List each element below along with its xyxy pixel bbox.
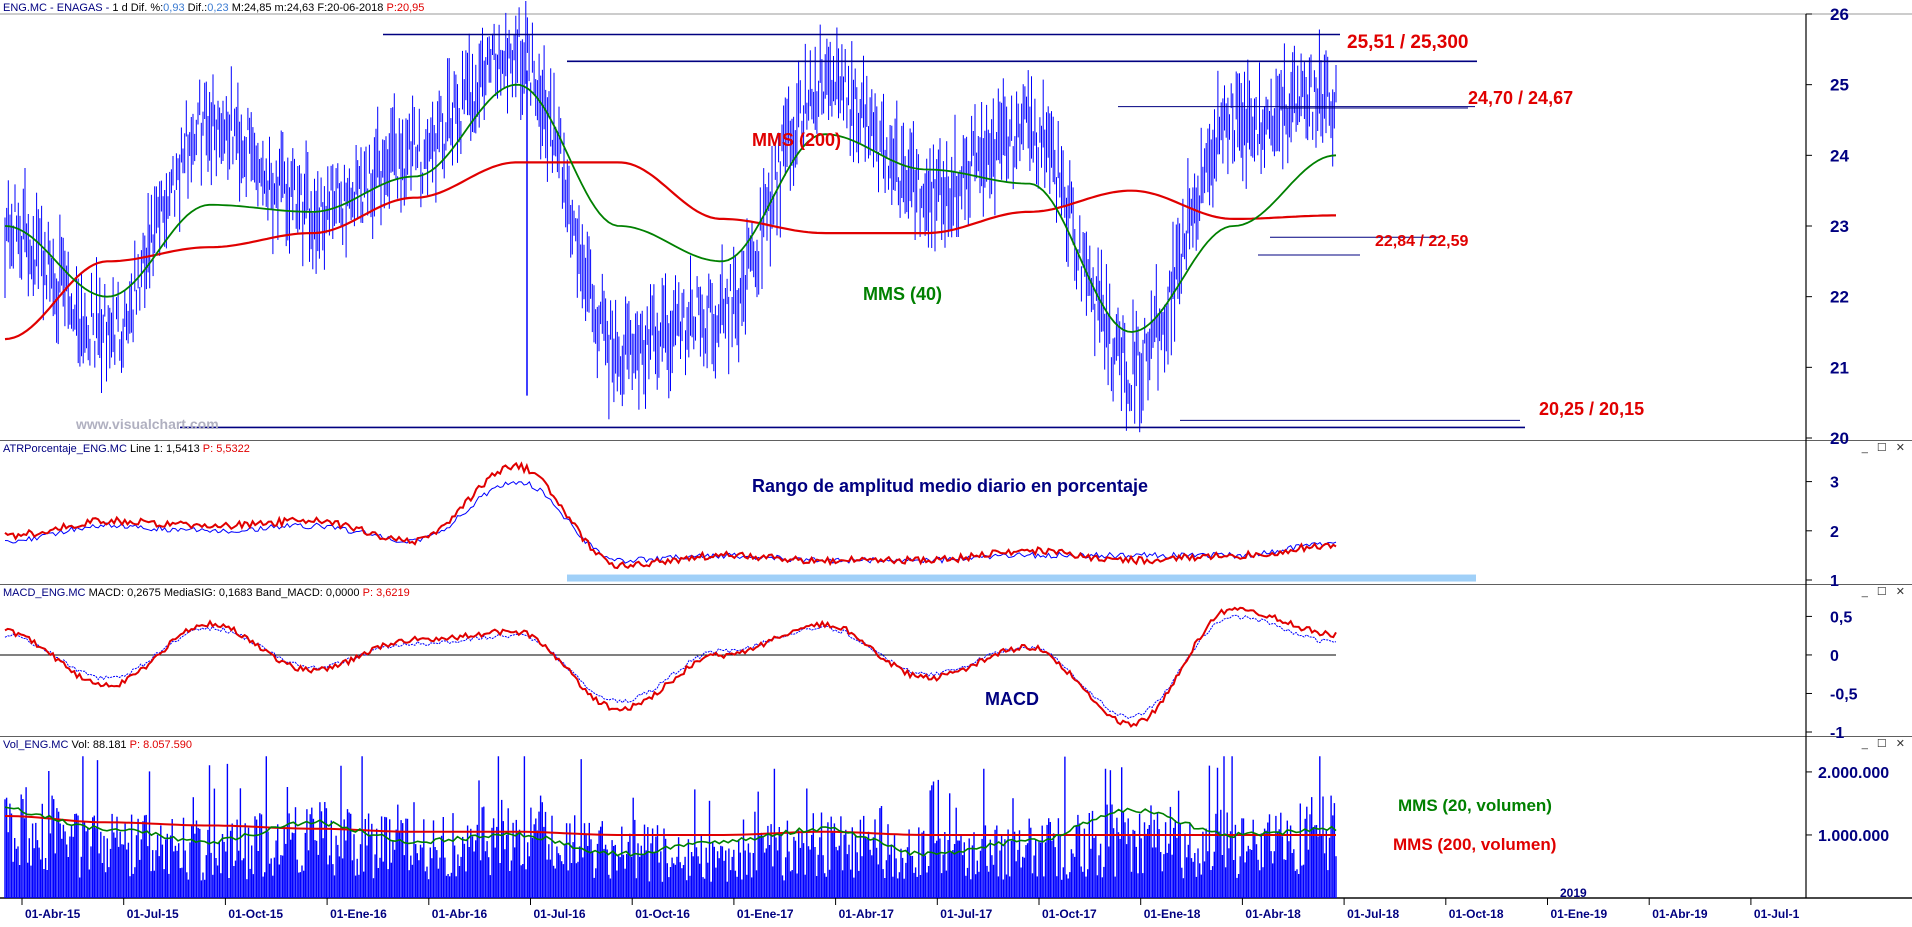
y-tick-label: 24 xyxy=(1830,146,1849,165)
x-tick-label: 01-Oct-15 xyxy=(228,907,283,921)
level-bottom-label: 20,25 / 20,15 xyxy=(1539,399,1645,419)
y-tick-label: 1.000.000 xyxy=(1818,828,1889,845)
macd-name: MACD_ENG.MC xyxy=(3,587,86,599)
macd-window-buttons[interactable]: _ ☐ ✕ xyxy=(1861,586,1908,598)
y-tick-label: 1 xyxy=(1830,573,1839,590)
mms40-line xyxy=(4,83,1337,333)
macd-panel xyxy=(0,606,1337,728)
x-tick-label: 01-Ene-16 xyxy=(330,907,387,921)
atr-panel xyxy=(4,461,1476,582)
x-tick-label: 01-Ene-17 xyxy=(737,907,794,921)
price-value: 20,95 xyxy=(396,2,425,14)
macd-line xyxy=(4,606,1337,728)
level-2470-label: 24,70 / 24,67 xyxy=(1468,88,1574,108)
symbol-label: ENG.MC - ENAGAS - xyxy=(3,2,113,14)
x-tick-label: 01-Oct-16 xyxy=(635,907,690,921)
period-label: 1 d xyxy=(112,2,128,14)
x-tick-label: 01-Jul-16 xyxy=(534,907,586,921)
y-tick-label: 0 xyxy=(1830,648,1839,665)
panel-header-bg xyxy=(0,441,1912,457)
panel-header-bg xyxy=(0,737,1912,753)
y-tick-label: 2 xyxy=(1830,524,1839,541)
x-tick-label: 01-Abr-18 xyxy=(1245,907,1301,921)
y-tick-label: 26 xyxy=(1830,5,1849,24)
x-tick-label: 01-Abr-15 xyxy=(25,907,81,921)
x-tick-label: 01-Jul-1 xyxy=(1754,907,1800,921)
y-tick-label: 3 xyxy=(1830,475,1839,492)
panel-header-bg xyxy=(0,0,1912,16)
dif-pct-value: 0,93 xyxy=(163,2,185,14)
x-tick-label: 01-Ene-19 xyxy=(1551,907,1608,921)
macd-label: MACD xyxy=(985,689,1039,709)
x-tick-label: 01-Abr-17 xyxy=(839,907,895,921)
year-marker: 2019 xyxy=(1560,886,1587,900)
macd-header: MACD_ENG.MC MACD: 0,2675 MediaSIG: 0,168… xyxy=(3,587,410,599)
atr-band xyxy=(567,574,1476,582)
volume-window-buttons[interactable]: _ ☐ ✕ xyxy=(1861,738,1908,750)
macd-signal-line xyxy=(4,614,1337,719)
y-tick-label: 21 xyxy=(1830,358,1849,377)
x-tick-label: 01-Jul-15 xyxy=(127,907,179,921)
vol-mms200-label: MMS (200, volumen) xyxy=(1393,835,1557,854)
atr-line-blue xyxy=(4,481,1337,564)
x-tick-label: 01-Jul-18 xyxy=(1347,907,1399,921)
vol-mms200-line xyxy=(4,815,1336,836)
mms200-line xyxy=(4,161,1336,341)
atr-window-buttons[interactable]: _ ☐ ✕ xyxy=(1861,442,1908,454)
vol-mms20-label: MMS (20, volumen) xyxy=(1398,796,1552,815)
y-tick-label: 0,5 xyxy=(1830,609,1852,626)
x-tick-label: 01-Oct-17 xyxy=(1042,907,1097,921)
atr-name: ATRPorcentaje_ENG.MC xyxy=(3,443,127,455)
dif-value: 0,23 xyxy=(207,2,229,14)
volume-panel xyxy=(4,756,1337,898)
volume-header: Vol_ENG.MC Vol: 88.181 P: 8.057.590 xyxy=(3,739,193,751)
level-top-label: 25,51 / 25,300 xyxy=(1347,32,1469,53)
volume-name: Vol_ENG.MC xyxy=(3,739,69,751)
y-tick-label: 2.000.000 xyxy=(1818,765,1889,782)
price-panel xyxy=(4,1,1525,433)
price-header: ENG.MC - ENAGAS - 1 d Dif. %:0,93 Dif.:0… xyxy=(3,2,425,14)
atr-line-red xyxy=(4,461,1337,570)
y-tick-label: -1 xyxy=(1830,725,1844,742)
x-tick-label: 01-Oct-18 xyxy=(1449,907,1504,921)
x-tick-label: 01-Ene-18 xyxy=(1144,907,1201,921)
y-tick-label: 20 xyxy=(1830,429,1849,448)
x-tick-label: 01-Abr-19 xyxy=(1652,907,1708,921)
mms40-label: MMS (40) xyxy=(863,284,943,304)
panel-frames xyxy=(0,0,1912,899)
y-tick-label: 23 xyxy=(1830,217,1849,236)
watermark: www.visualchart.com xyxy=(76,416,219,432)
atr-header: ATRPorcentaje_ENG.MC Line 1: 1,5413 P: 5… xyxy=(3,443,250,455)
y-tick-label: 25 xyxy=(1830,76,1849,95)
mms200-label: MMS (200) xyxy=(752,130,842,150)
level-2284-label: 22,84 / 22,59 xyxy=(1375,233,1469,250)
panel-header-bg xyxy=(0,585,1912,601)
y-tick-label: 22 xyxy=(1830,288,1849,307)
vol-mms20-line xyxy=(4,806,1337,857)
min-value: 24,63 xyxy=(286,2,315,14)
max-value: 24,85 xyxy=(243,2,272,14)
x-tick-label: 01-Jul-17 xyxy=(940,907,992,921)
atr-title: Rango de amplitud medio diario en porcen… xyxy=(752,476,1149,496)
x-tick-label: 01-Abr-16 xyxy=(432,907,488,921)
y-tick-label: -0,5 xyxy=(1830,686,1858,703)
date-value: 20-06-2018 xyxy=(327,2,384,14)
